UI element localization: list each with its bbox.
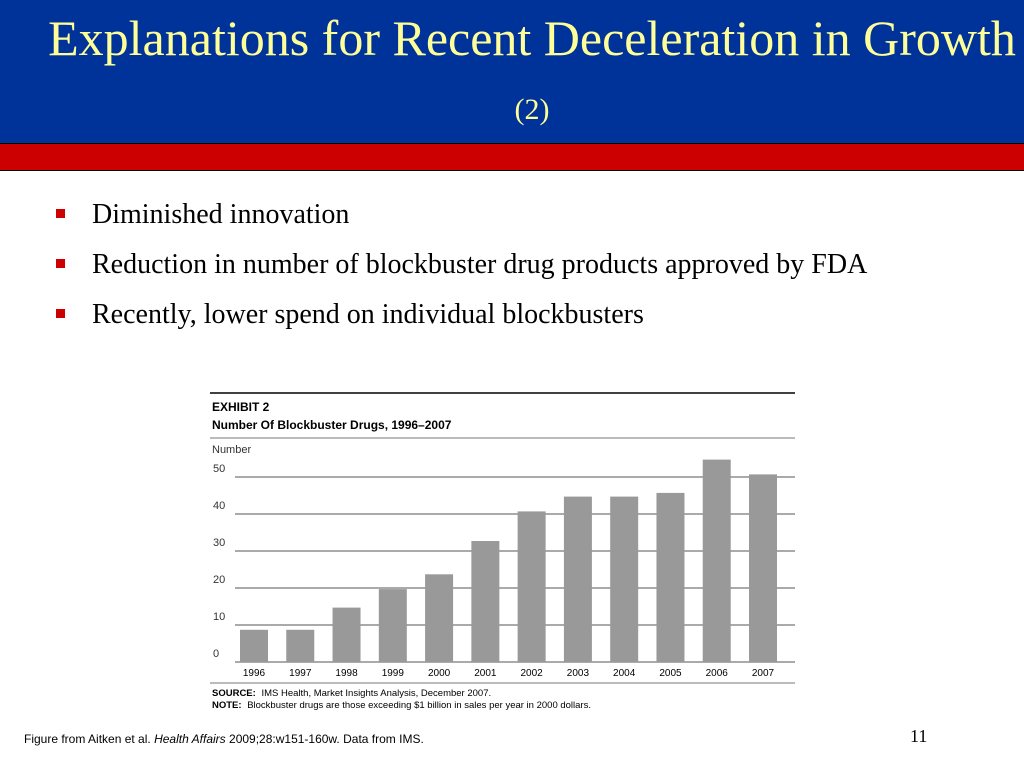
x-tick-label: 2001	[474, 668, 497, 679]
credit-suffix: 2009;28:w151-160w. Data from IMS.	[229, 732, 424, 746]
bar-2001	[471, 541, 500, 662]
x-tick-label: 1997	[289, 668, 312, 679]
y-tick-label: 30	[213, 537, 225, 549]
credit-journal: Health Affairs	[154, 732, 226, 746]
exhibit-label: EXHIBIT 2	[212, 400, 270, 414]
y-tick-label: 40	[213, 500, 225, 512]
source-label: SOURCE:	[212, 688, 256, 699]
bullet-item: Diminished innovation	[52, 196, 982, 234]
bar-2002	[517, 511, 546, 662]
note-text: Blockbuster drugs are those exceeding $1…	[247, 700, 591, 711]
bar-2004	[610, 496, 639, 662]
slide-title-sub: (2)	[514, 93, 550, 126]
x-tick-label: 2006	[706, 668, 729, 679]
x-tick-layer: 1996 1997 1998 1999 2000 2001 2002 2003 2004 2005…	[243, 668, 775, 679]
title-bar: Explanations for Recent Deceleration in …	[0, 0, 1024, 144]
source-line: SOURCE: IMS Health, Market Insights Anal…	[212, 688, 491, 699]
y-tick-label: 50	[213, 463, 225, 475]
square-bullet-icon	[56, 259, 65, 268]
bullet-item: Reduction in number of blockbuster drug …	[52, 246, 982, 284]
x-tick-label: 2004	[613, 668, 636, 679]
bar-1998	[332, 607, 361, 662]
bullet-text: Diminished innovation	[92, 199, 350, 230]
bar-layer	[240, 459, 777, 662]
bullet-text: Recently, lower spend on individual bloc…	[92, 299, 644, 330]
slide-title-main: Explanations for Recent Deceleration in …	[48, 10, 1016, 66]
chart-title: Number Of Blockbuster Drugs, 1996–2007	[212, 418, 452, 432]
bullet-text: Reduction in number of blockbuster drug …	[92, 249, 868, 280]
y-tick-label: 0	[213, 648, 219, 660]
source-text: IMS Health, Market Insights Analysis, De…	[261, 688, 491, 699]
x-tick-label: 1999	[382, 668, 405, 679]
bar-2006	[702, 459, 731, 662]
x-tick-label: 2000	[428, 668, 451, 679]
square-bullet-icon	[56, 309, 65, 318]
y-tick-label: 10	[213, 611, 225, 623]
y-axis-label: Number	[212, 444, 251, 456]
y-tick-label: 20	[213, 574, 225, 586]
x-tick-label: 2005	[659, 668, 682, 679]
x-tick-label: 2002	[521, 668, 544, 679]
square-bullet-icon	[56, 209, 65, 218]
x-tick-label: 1996	[243, 668, 266, 679]
slide-title: Explanations for Recent Deceleration in …	[40, 6, 1024, 142]
note-label: NOTE:	[212, 700, 242, 711]
bar-2007	[749, 474, 777, 662]
accent-bar	[0, 144, 1024, 171]
grid-layer: 0 10 20 30 40 50	[213, 463, 795, 663]
note-line: NOTE: Blockbuster drugs are those exceed…	[212, 700, 591, 711]
bullet-list: Diminished innovation Reduction in numbe…	[52, 196, 982, 346]
x-tick-label: 2003	[567, 668, 590, 679]
bar-2005	[656, 492, 685, 662]
bar-2000	[425, 574, 454, 662]
bar-1997	[286, 629, 315, 662]
bullet-item: Recently, lower spend on individual bloc…	[52, 296, 982, 334]
bar-2003	[563, 496, 592, 662]
credit-prefix: Figure from Aitken et al.	[24, 732, 151, 746]
blockbuster-bar-chart: EXHIBIT 2 Number Of Blockbuster Drugs, 1…	[210, 392, 795, 711]
bar-1996	[240, 629, 268, 662]
figure-credit: Figure from Aitken et al. Health Affairs…	[24, 732, 424, 746]
x-tick-label: 1998	[335, 668, 358, 679]
slide-number: 11	[910, 726, 928, 746]
bar-1999	[378, 589, 407, 662]
x-tick-label: 2007	[752, 668, 775, 679]
